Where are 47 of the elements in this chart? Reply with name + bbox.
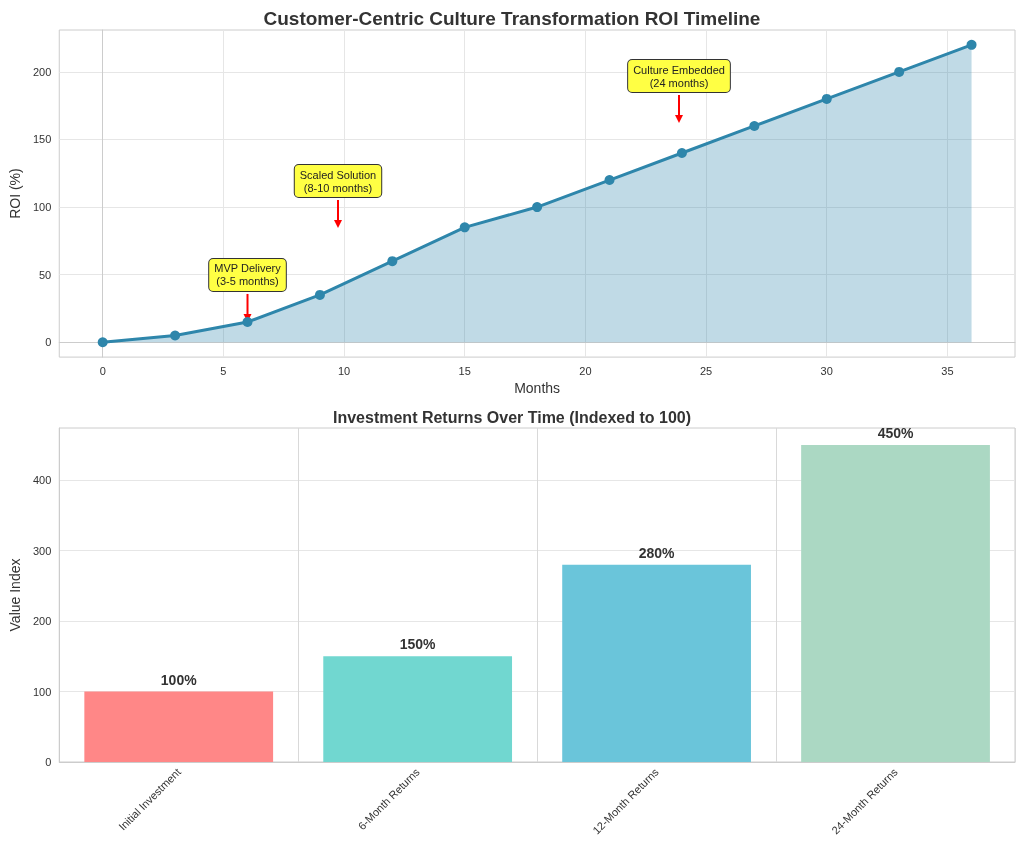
y-tick-label: 300 [32, 544, 52, 557]
y-tick-label: 100 [32, 201, 52, 214]
x-tick-label: 30 [820, 364, 833, 377]
x-tick-label: 10 [337, 364, 351, 377]
bar [84, 691, 274, 762]
data-label: 150% [399, 636, 437, 653]
bar [562, 564, 751, 762]
y-tick-label: 0 [45, 336, 52, 349]
x-tick-label: 25 [699, 364, 713, 377]
y-tick-label: 200 [32, 615, 52, 628]
chart-title: Investment Returns Over Time (Indexed to 100) [332, 408, 692, 426]
y-tick-label: 50 [39, 268, 52, 281]
y-axis-title: Value Index [7, 558, 23, 632]
point [170, 330, 181, 341]
point [459, 222, 470, 233]
point [314, 289, 325, 300]
x-tick-label: 35 [941, 364, 954, 377]
point [894, 66, 905, 77]
point [532, 202, 543, 213]
point [604, 175, 615, 186]
y-tick-label: 0 [45, 756, 52, 768]
x-tick-label: 5 [220, 364, 227, 377]
point [387, 256, 398, 267]
data-label: 450% [877, 424, 914, 441]
point [749, 120, 760, 131]
point [821, 93, 832, 104]
x-tick-label: 15 [458, 364, 471, 377]
point [242, 316, 253, 327]
point [97, 337, 108, 348]
bar [801, 444, 990, 762]
annotation: Culture Embedded (24 months) [633, 63, 725, 89]
y-tick-label: 400 [32, 474, 52, 487]
y-axis-title: ROI (%) [7, 168, 23, 219]
x-axis-title: Months [514, 380, 561, 396]
x-tick-label: 0 [99, 364, 106, 377]
y-tick-label: 150 [32, 133, 52, 146]
chart-title: Customer-Centric Culture Transformation ROI Timeline [263, 8, 761, 29]
data-label: 100% [160, 671, 198, 688]
data-label: 280% [638, 544, 676, 561]
x-tick-label: 20 [579, 364, 592, 377]
bar [323, 656, 513, 762]
y-tick-label: 200 [32, 65, 52, 78]
point [676, 148, 687, 158]
y-tick-label: 100 [32, 685, 52, 698]
point [966, 39, 977, 50]
annotation: MVP Delivery (3-5 months) [214, 262, 282, 288]
annotation: Scaled Solution (8-10 months) [299, 168, 377, 194]
